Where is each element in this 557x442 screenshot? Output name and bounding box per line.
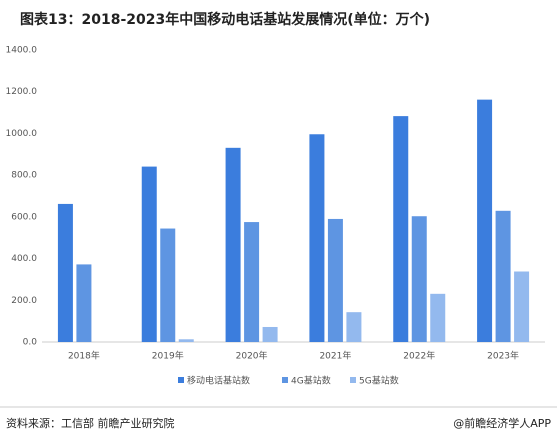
bar (477, 99, 493, 342)
bar (262, 326, 278, 342)
bar (495, 210, 511, 342)
bar (411, 216, 427, 342)
bar (309, 134, 325, 342)
bar (225, 147, 241, 342)
bar (327, 218, 343, 342)
source: 资料来源：工信部 前瞻产业研究院 (6, 416, 175, 430)
bar (346, 312, 362, 342)
x-tick-label: 2022年 (403, 350, 435, 362)
bar (57, 203, 73, 342)
y-tick-label: 1200.0 (6, 87, 38, 97)
legend-label: 移动电话基站数 (187, 375, 250, 387)
legend-swatch (350, 377, 356, 383)
y-tick-label: 1400.0 (6, 46, 38, 56)
y-tick-label: 1000.0 (6, 129, 38, 139)
bar (514, 271, 530, 342)
y-tick-label: 600.0 (11, 212, 37, 222)
x-tick-label: 2019年 (152, 350, 184, 362)
legend-swatch (282, 377, 288, 383)
y-tick-label: 800.0 (11, 171, 37, 181)
bar (393, 116, 409, 342)
bar (160, 228, 176, 342)
bar (244, 222, 260, 342)
y-tick-label: 0.0 (23, 338, 38, 348)
y-tick-label: 200.0 (11, 296, 37, 306)
bar (76, 264, 92, 342)
x-tick-label: 2018年 (68, 350, 100, 362)
bar (141, 166, 157, 342)
chart-title: 图表13：2018-2023年中国移动电话基站发展情况(单位：万个) (20, 11, 430, 28)
y-tick-label: 400.0 (11, 254, 37, 264)
x-tick-label: 2023年 (487, 350, 519, 362)
bar (430, 293, 446, 342)
bar (178, 339, 194, 342)
legend-swatch (178, 377, 184, 383)
x-tick-label: 2021年 (319, 350, 351, 362)
credit: @前瞻经济学人APP (453, 416, 551, 430)
x-tick-label: 2020年 (236, 350, 268, 362)
legend-label: 5G基站数 (359, 375, 399, 387)
legend-label: 4G基站数 (291, 375, 331, 387)
